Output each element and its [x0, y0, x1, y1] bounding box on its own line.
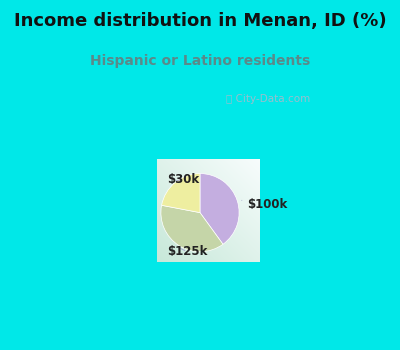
- Text: $30k: $30k: [167, 173, 199, 186]
- Text: ⓘ City-Data.com: ⓘ City-Data.com: [226, 94, 310, 104]
- Wedge shape: [161, 205, 223, 252]
- Text: Hispanic or Latino residents: Hispanic or Latino residents: [90, 54, 310, 68]
- Wedge shape: [162, 174, 200, 212]
- Text: $125k: $125k: [167, 245, 208, 258]
- Wedge shape: [200, 174, 239, 244]
- Text: Income distribution in Menan, ID (%): Income distribution in Menan, ID (%): [14, 12, 386, 30]
- Text: $100k: $100k: [242, 198, 288, 211]
